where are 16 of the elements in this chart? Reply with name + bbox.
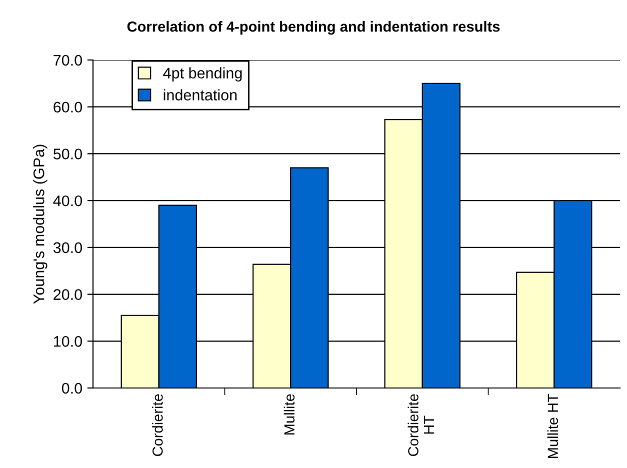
y-tick-label: 10.0 — [54, 336, 82, 347]
x-tick-label: Cordierite HT — [408, 394, 434, 456]
y-tick-label: 40.0 — [53, 195, 82, 206]
legend-label: indentation — [164, 89, 237, 100]
chart-title: Correlation of 4-point bending and indentation results — [127, 21, 500, 35]
y-tick-label: 30.0 — [53, 242, 82, 254]
x-tick-label: Mullite — [284, 394, 295, 434]
y-tick-label: 50.0 — [53, 148, 82, 160]
y-tick-label: 0.0 — [62, 382, 82, 394]
legend-label: 4pt bending — [163, 67, 242, 82]
y-tick-label: 60.0 — [54, 102, 82, 113]
y-tick-label: 20.0 — [54, 289, 82, 300]
y-tick-label: 70.0 — [54, 54, 82, 66]
x-tick-label: Mullite HT — [547, 394, 558, 458]
x-tick-label: Cordierite — [152, 394, 163, 456]
y-axis-title: Young's modulus (GPa) — [33, 144, 48, 304]
